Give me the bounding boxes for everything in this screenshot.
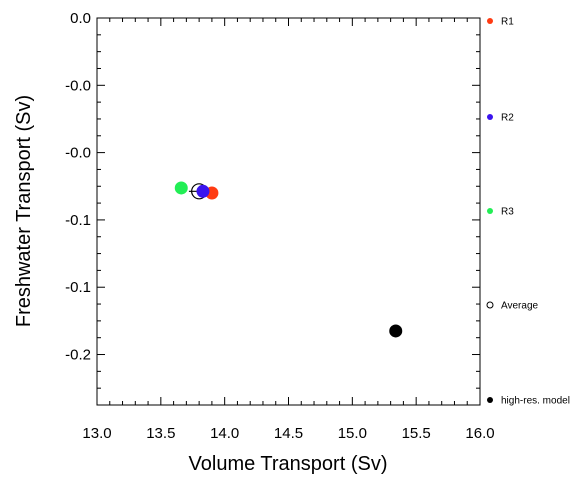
data-point-r2 [196,184,210,198]
legend-label-r2: R2 [501,113,514,124]
legend-marker-high-res-model [487,397,493,403]
y-tick-labels: 0.0 -0.0 -0.0 -0.1 -0.1 -0.2 [65,10,91,364]
y-tick-label: 0.0 [70,10,91,27]
legend: R1 R2 R3 Average high-res. model [486,17,570,407]
y-tick-label: -0.1 [65,279,91,296]
y-tick-label: -0.0 [65,77,91,94]
x-tick-label: 14.5 [274,425,303,442]
legend-marker-average [486,301,494,309]
x-tick-label: 16.0 [465,425,494,442]
y-tick-label: -0.0 [65,145,91,162]
y-axis-title: Freshwater Transport (Sv) [13,95,35,327]
x-tick-labels: 13.0 13.5 14.0 14.5 15.0 15.5 16.0 [82,425,494,442]
y-tick-label: -0.2 [65,347,91,364]
x-tick-label: 13.0 [82,425,111,442]
x-tick-label: 14.0 [210,425,239,442]
legend-label-r1: R1 [501,17,514,28]
plot-frame [96,17,481,406]
tick-marks [96,17,481,406]
legend-label-high-res-model: high-res. model [501,396,570,407]
data-point-high-res-model [389,324,403,338]
legend-label-r3: R3 [501,207,514,218]
y-tick-label: -0.1 [65,212,91,229]
x-tick-label: 15.5 [402,425,431,442]
x-tick-label: 13.5 [146,425,175,442]
data-points [174,181,403,338]
legend-marker-r1 [487,18,493,24]
x-tick-label: 15.0 [338,425,367,442]
x-axis-title: Volume Transport (Sv) [189,453,388,475]
legend-marker-r2 [487,114,493,120]
data-point-r3 [174,181,188,195]
legend-marker-r3 [487,208,493,214]
legend-label-average: Average [501,301,539,312]
